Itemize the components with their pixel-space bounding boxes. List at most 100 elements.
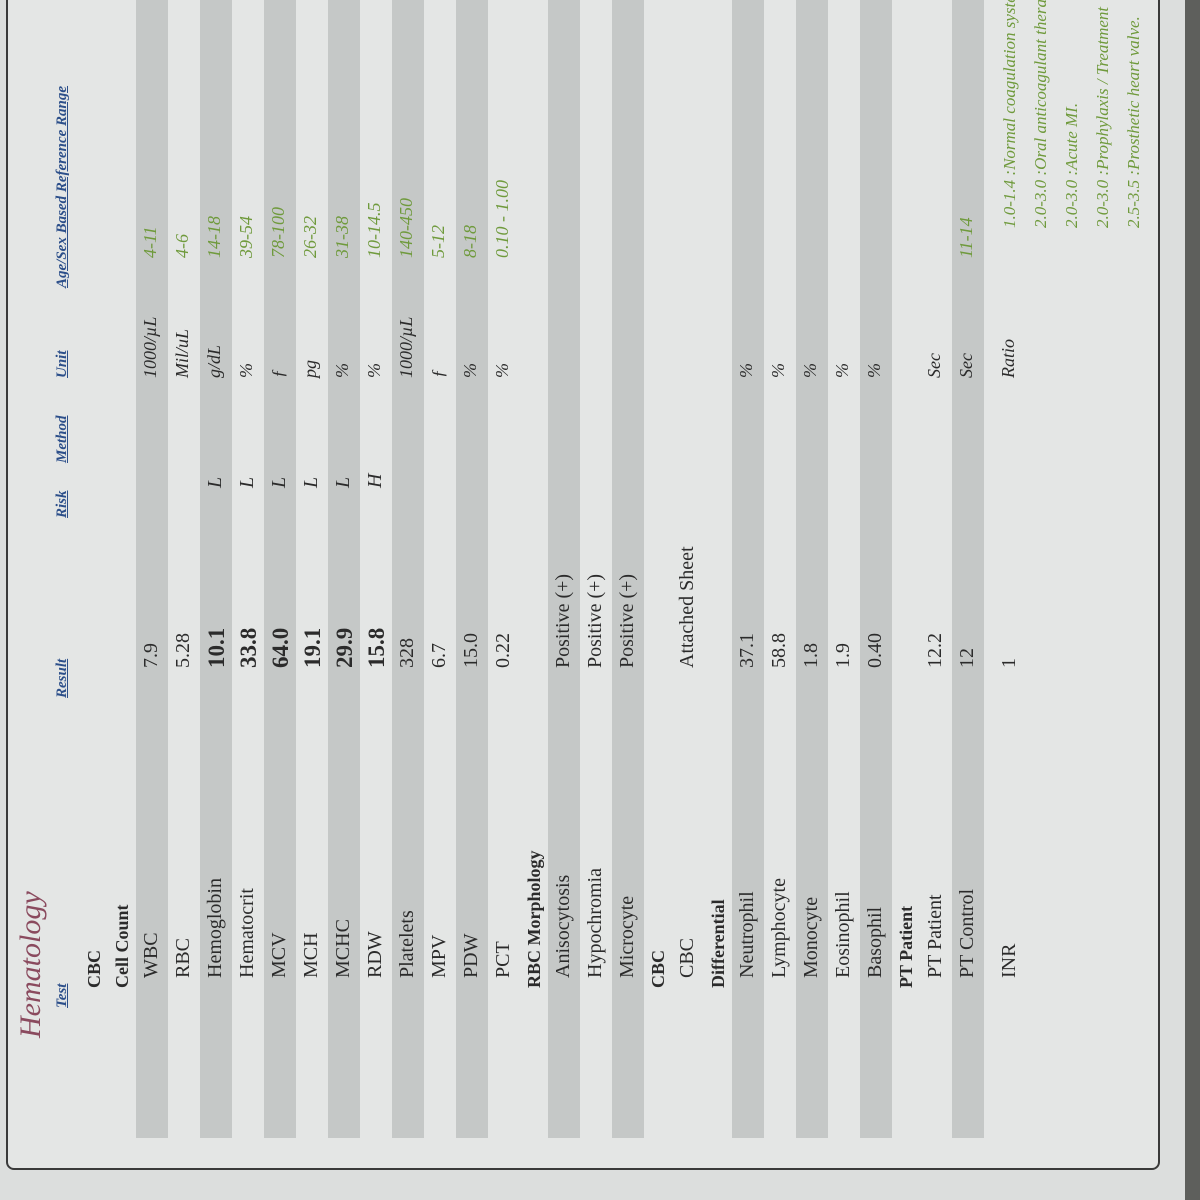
- reference-range: 4-11: [140, 226, 160, 258]
- result-value: 6.7: [428, 643, 450, 668]
- test-name: Hypochromia: [584, 868, 606, 978]
- reference-range: 78-100: [268, 207, 288, 258]
- result-value: 1.9: [832, 643, 854, 668]
- risk-flag: L: [204, 476, 226, 488]
- reference-range: 4-6: [172, 234, 192, 258]
- result-value: 37.1: [736, 633, 758, 668]
- table-row: Hematocrit 33.8 L% 39-54: [232, 0, 264, 1138]
- section-heading: Cell Count: [108, 0, 136, 1138]
- table-row: WBC 7.9 1000/µL 4-11: [136, 0, 168, 1138]
- result-value: 15.0: [460, 633, 482, 668]
- test-name: Basophil: [864, 906, 886, 978]
- section-label: Differential: [708, 899, 728, 988]
- result-value: Positive (+): [616, 573, 638, 668]
- table-row: PT Control 12 Sec 11-14: [952, 0, 984, 1138]
- inr-reference-ranges: 1.0-1.4 :Normal coagulation system 2.0-3.…: [994, 0, 1149, 228]
- result-value: Attached Sheet: [676, 546, 698, 668]
- unit: %: [460, 363, 480, 378]
- table-row: CBC Attached Sheet: [672, 0, 704, 1138]
- header-result: Result: [54, 658, 70, 698]
- table-row: PT Patient 12.2 Sec: [920, 0, 952, 1138]
- table-row: RBC 5.28 Mil/uL 4-6: [168, 0, 200, 1138]
- test-name: MCV: [268, 932, 290, 978]
- range-line: 2.0-3.0 :Oral anticoagulant therapy: [1031, 0, 1050, 228]
- test-name: MPV: [428, 934, 450, 978]
- test-name: CBC: [676, 937, 698, 978]
- table-row: Anisocytosis Positive (+): [548, 0, 580, 1138]
- unit: 1000/µL: [396, 316, 416, 378]
- unit: %: [364, 363, 384, 378]
- table-row: Basophil 0.40%: [860, 0, 892, 1138]
- unit: ƒ: [428, 369, 448, 378]
- unit: ƒ: [268, 369, 288, 378]
- unit: Ratio: [998, 339, 1018, 378]
- test-name: PT Control: [956, 888, 978, 978]
- test-name: Monocyte: [800, 896, 822, 978]
- table-row: PDW 15.0% 8-18: [456, 0, 488, 1138]
- header-unit: Unit: [54, 350, 70, 378]
- test-name: PT Patient: [924, 894, 946, 978]
- risk-flag: H: [364, 473, 386, 488]
- results-table: CBC Cell Count WBC 7.9 1000/µL 4-11 RBC 5.28 Mil…: [80, 0, 1144, 1138]
- result-value: Positive (+): [552, 573, 574, 668]
- reference-range: 11-14: [956, 217, 976, 258]
- section-label: CBC: [84, 949, 104, 988]
- section-heading: PT Patient: [892, 0, 920, 1138]
- unit: Sec: [956, 353, 976, 378]
- result-value: 12: [956, 648, 978, 668]
- result-value: 7.9: [140, 643, 162, 668]
- unit: %: [768, 363, 788, 378]
- unit: Mil/uL: [172, 328, 192, 378]
- result-value: 58.8: [768, 633, 790, 668]
- unit: %: [332, 363, 352, 378]
- risk-flag: L: [236, 476, 258, 488]
- reference-range: 31-38: [332, 216, 352, 258]
- test-name: WBC: [140, 932, 162, 978]
- test-name: MCH: [300, 932, 322, 978]
- table-row: Microcyte Positive (+): [612, 0, 644, 1138]
- test-name: Anisocytosis: [552, 874, 574, 978]
- unit: 1000/µL: [140, 316, 160, 378]
- result-value: 15.8: [364, 627, 389, 668]
- result-value: 0.40: [864, 633, 886, 668]
- test-name: Hemoglobin: [204, 878, 226, 978]
- result-value: 328: [396, 638, 418, 668]
- range-line: 2.5-3.5 :Prosthetic heart valve.: [1124, 16, 1143, 228]
- report-frame: Hematology Test Result Risk Method Unit …: [6, 0, 1160, 1170]
- table-row: Platelets 328 1000/µL 140-450: [392, 0, 424, 1138]
- section-label: Cell Count: [112, 904, 132, 988]
- range-line: 2.0-3.0 :Prophylaxis / Treatment: [1093, 6, 1112, 228]
- risk-flag: L: [268, 476, 290, 488]
- unit: %: [864, 363, 884, 378]
- test-name: INR: [998, 943, 1020, 978]
- reference-range: 39-54: [236, 216, 256, 258]
- result-value: Positive (+): [584, 573, 606, 668]
- result-value: 1: [998, 658, 1020, 668]
- header-method: Method: [54, 415, 70, 463]
- result-value: 33.8: [236, 627, 261, 668]
- table-row: Neutrophil 37.1%: [732, 0, 764, 1138]
- test-name: Neutrophil: [736, 891, 758, 978]
- table-row: Lymphocyte 58.8%: [764, 0, 796, 1138]
- result-value: 29.9: [332, 627, 357, 668]
- header-risk: Risk: [54, 490, 70, 518]
- header-range: Age/Sex Based Reference Range: [54, 85, 70, 288]
- test-name: MCHC: [332, 919, 354, 978]
- section-heading: CBC: [80, 0, 108, 1138]
- section-label: RBC Morphology: [524, 850, 544, 988]
- unit: %: [832, 363, 852, 378]
- test-name: Eosinophil: [832, 891, 854, 978]
- unit: pg: [300, 360, 320, 378]
- section-title: Hematology: [14, 891, 47, 1038]
- result-value: 10.1: [204, 627, 229, 668]
- table-row: PCT 0.22% 0.10 - 1.00: [488, 0, 520, 1138]
- test-name: Lymphocyte: [768, 878, 790, 978]
- table-row: RDW 15.8 H% 10-14.5: [360, 0, 392, 1138]
- result-value: 5.28: [172, 633, 194, 668]
- section-heading: RBC Morphology: [520, 0, 548, 1138]
- section-heading: Differential: [704, 0, 732, 1138]
- result-value: 0.22: [492, 633, 514, 668]
